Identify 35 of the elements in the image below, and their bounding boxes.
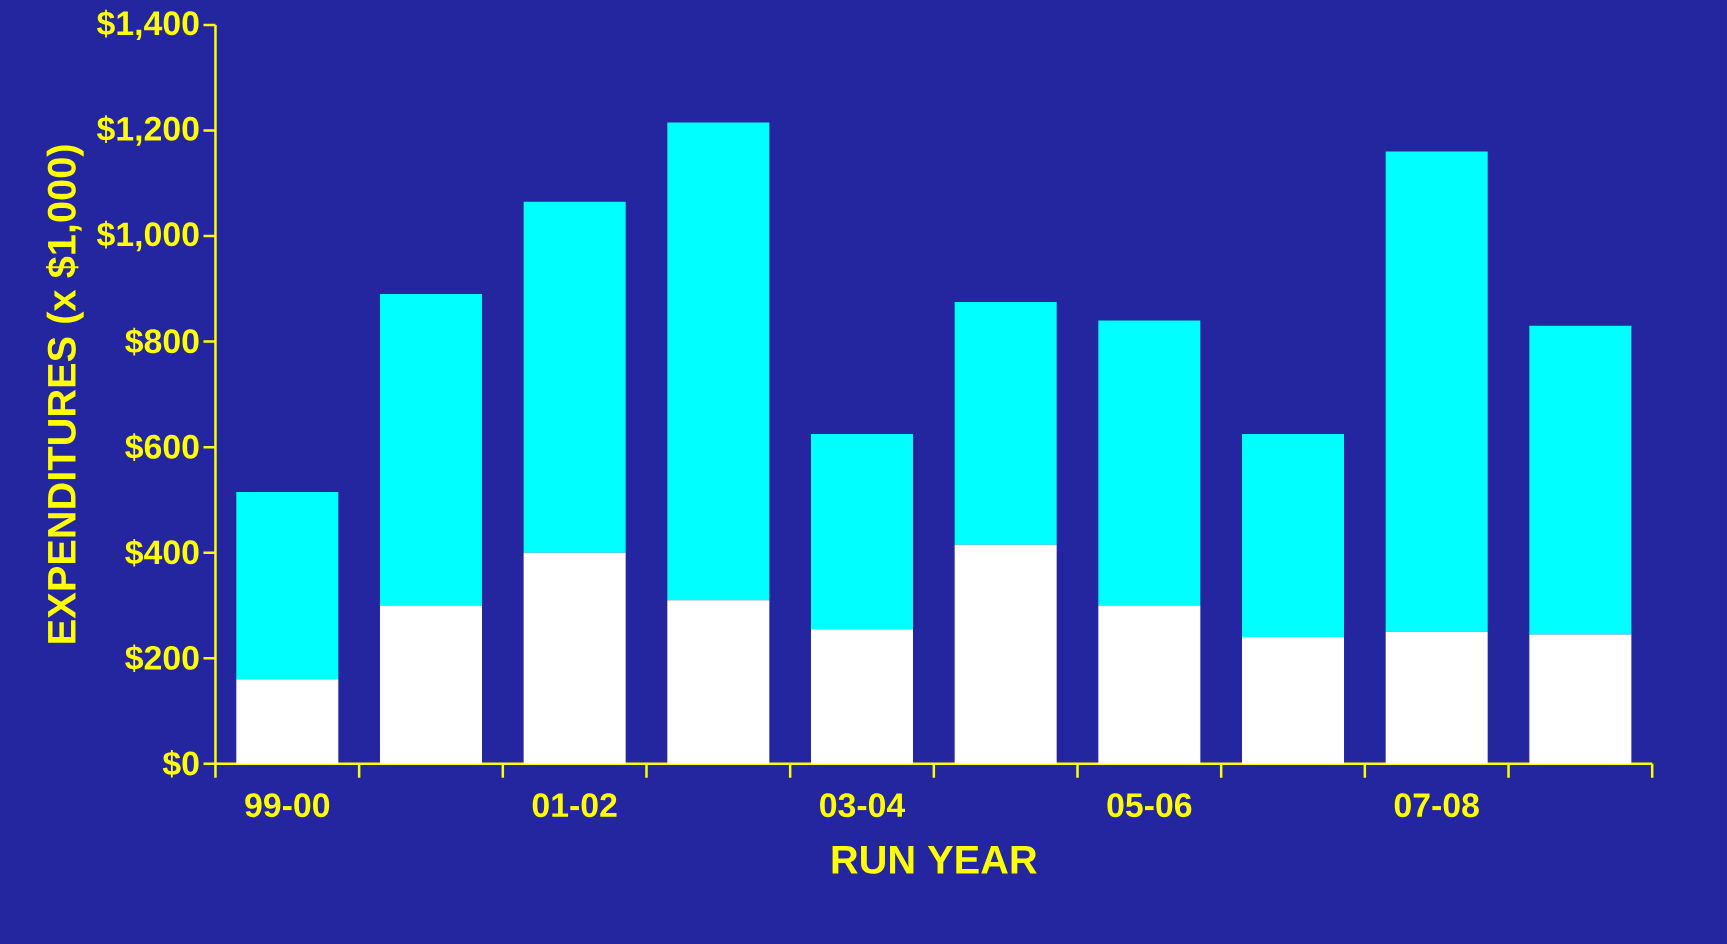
bar [667,122,770,600]
bar [1529,325,1632,635]
x-tick-label: 01-02 [532,793,617,817]
x-tick-label: 99-00 [245,793,330,817]
bar [236,679,339,764]
bar [1242,433,1345,637]
bar [1098,320,1201,606]
bar [810,628,913,764]
bar [1098,605,1201,764]
bar [523,201,626,553]
bar [954,544,1057,764]
x-tick-label: 03-04 [820,793,906,817]
x-tick-label: 07-08 [1394,793,1479,817]
y-axis-title: EXPENDITURES (x $1,000) [45,145,84,643]
y-tick-label: $0 [162,749,199,778]
y-tick-label: $600 [125,433,199,461]
y-tick-label: $400 [125,538,199,567]
y-tick-label: $1,400 [96,9,199,40]
y-tick-label: $200 [125,644,199,672]
bar [379,293,482,606]
bar [667,599,770,764]
x-tick-label: 05-06 [1107,793,1192,817]
bar [379,605,482,764]
y-tick-label: $1,200 [96,115,199,146]
bar [523,552,626,764]
bar [1385,151,1488,632]
bar [236,491,339,680]
y-tick-label: $1,000 [96,220,199,251]
bar [810,433,913,629]
bar [954,301,1057,545]
y-tick-label: $800 [125,327,199,356]
bar [1385,631,1488,764]
bar [1529,634,1632,764]
x-axis-title: RUN YEAR [832,845,1037,874]
bar [1242,636,1345,764]
